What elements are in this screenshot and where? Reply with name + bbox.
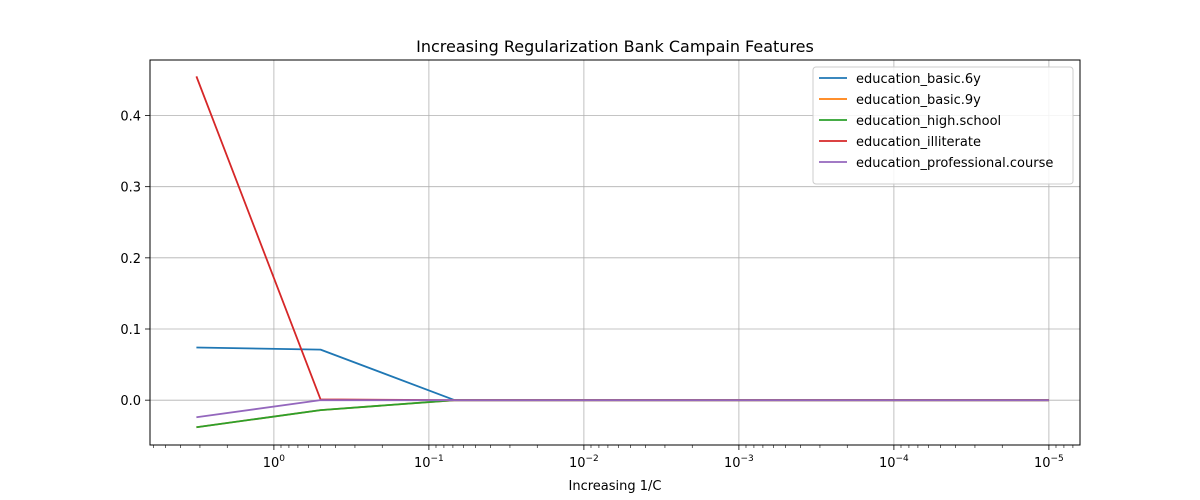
series-lines [195, 76, 1049, 429]
y-tick-label: 0.3 [120, 181, 141, 196]
x-tick-label: 10−3 [724, 454, 754, 471]
x-tick-label: 10−4 [879, 454, 909, 471]
chart-title: Increasing Regularization Bank Campain F… [416, 37, 814, 56]
x-tick-label: 10−2 [569, 454, 599, 471]
series-line-education-high-school [196, 399, 1049, 429]
x-tick-label: 10−5 [1034, 454, 1064, 471]
legend-label: education_high.school [856, 114, 1001, 129]
x-axis-label: Increasing 1/C [569, 479, 662, 494]
series-line-education-basic-6y [196, 346, 1049, 402]
plot-frame [149, 59, 1081, 446]
y-tick-label: 0.2 [120, 252, 141, 267]
x-tick-label: 10−1 [414, 454, 444, 471]
legend-label: education_basic.9y [856, 93, 981, 108]
y-tick-label: 0.0 [120, 394, 141, 409]
legend-box [812, 66, 1074, 185]
legend-label: education_illiterate [856, 135, 981, 150]
y-tick-label: 0.4 [120, 110, 141, 125]
y-tick-label: 0.1 [120, 323, 141, 338]
series-line-education-professional-course [196, 399, 1049, 419]
axis-ticks: 100 10−1 10−2 10−3 10−4 10−5 0.0 0.1 0.2 0.3 0.4 [120, 110, 1063, 471]
legend-label: education_basic.6y [856, 72, 981, 87]
x-tick-label: 100 [263, 454, 286, 471]
legend-label: education_professional.course [856, 156, 1053, 171]
legend: education_basic.6y education_basic.9yeduc… [812, 66, 1074, 185]
series-line-education-basic-9y [196, 399, 1049, 429]
